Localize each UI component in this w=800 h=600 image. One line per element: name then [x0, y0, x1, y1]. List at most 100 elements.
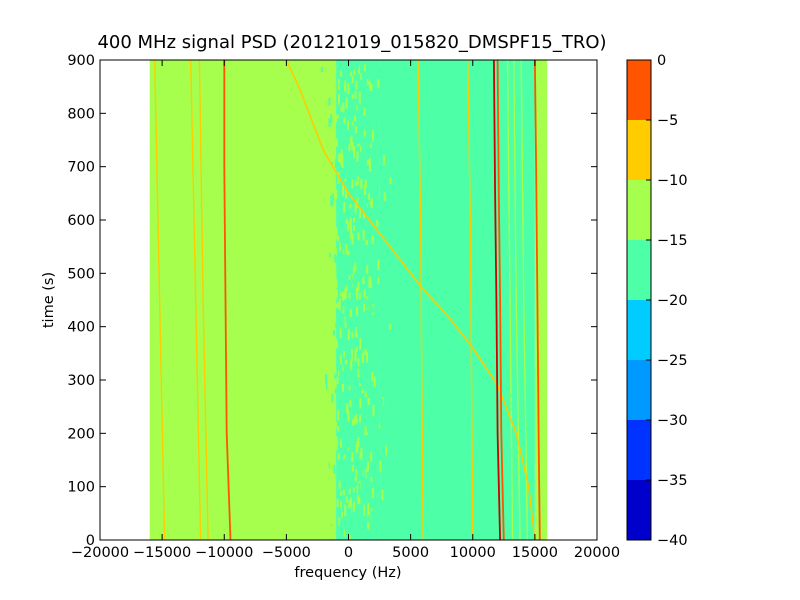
- speckle-cell: [331, 185, 334, 194]
- speckle-cell: [368, 149, 371, 160]
- y-axis: 0 100 200 300 400 500 600 700 800 900: [67, 53, 597, 549]
- speckle-cell: [359, 398, 362, 409]
- speckle-cell: [377, 184, 380, 193]
- speckle-cell: [359, 538, 362, 540]
- speckle-cell: [381, 398, 384, 405]
- speckle-cell: [353, 415, 356, 425]
- speckle-cell: [375, 118, 378, 123]
- speckle-cell: [324, 493, 327, 503]
- speckle-cell: [345, 312, 348, 324]
- speckle-cell: [370, 141, 373, 148]
- speckle-cell: [388, 528, 391, 538]
- speckle-cell: [351, 464, 354, 472]
- speckle-cell: [332, 129, 335, 136]
- speckle-cell: [366, 352, 369, 363]
- speckle-cell: [325, 301, 328, 308]
- speckle-cell: [340, 147, 343, 157]
- speckle-cell: [357, 267, 360, 275]
- speckle-cell: [381, 97, 384, 106]
- speckle-cell: [385, 122, 388, 131]
- speckle-cell: [348, 151, 351, 162]
- speckle-cell: [361, 138, 364, 149]
- speckle-cell: [327, 194, 330, 200]
- speckle-cell: [380, 113, 383, 124]
- speckle-cell: [355, 337, 358, 347]
- speckle-cell: [320, 162, 323, 167]
- speckle-cell: [354, 515, 357, 523]
- speckle-cell: [383, 217, 386, 228]
- speckle-cell: [341, 141, 344, 150]
- speckle-cell: [343, 272, 346, 282]
- speckle-cell: [353, 399, 356, 409]
- speckle-cell: [372, 129, 375, 142]
- speckle-cell: [359, 207, 362, 219]
- speckle-cell: [343, 173, 346, 180]
- speckle-cell: [384, 393, 387, 399]
- speckle-cell: [385, 364, 388, 374]
- speckle-cell: [326, 390, 329, 403]
- speckle-cell: [317, 262, 320, 272]
- speckle-cell: [388, 479, 391, 489]
- speckle-cell: [345, 151, 348, 157]
- speckle-cell: [369, 81, 372, 91]
- colorbar-segment: [627, 180, 651, 240]
- speckle-cell: [342, 305, 345, 314]
- speckle-cell: [319, 141, 322, 152]
- speckle-cell: [325, 74, 328, 80]
- speckle-cell: [327, 533, 330, 540]
- speckle-cell: [388, 394, 391, 404]
- speckle-cell: [352, 266, 355, 274]
- speckle-cell: [346, 420, 349, 432]
- speckle-cell: [357, 232, 360, 241]
- speckle-cell: [351, 493, 354, 501]
- speckle-cell: [347, 329, 350, 341]
- speckle-cell: [347, 432, 350, 438]
- speckle-cell: [366, 265, 369, 274]
- speckle-cell: [366, 120, 369, 126]
- y-tick-label: 200: [67, 426, 95, 442]
- speckle-cell: [368, 358, 371, 366]
- speckle-cell: [390, 241, 393, 249]
- speckle-cell: [347, 263, 350, 271]
- speckle-cell: [348, 323, 351, 328]
- speckle-cell: [320, 393, 323, 400]
- speckle-cell: [354, 90, 357, 99]
- speckle-cell: [370, 332, 373, 343]
- speckle-cell: [322, 462, 325, 472]
- speckle-cell: [321, 416, 324, 426]
- speckle-cell: [351, 332, 354, 339]
- speckle-cell: [323, 470, 326, 478]
- speckle-cell: [331, 309, 334, 318]
- speckle-cell: [386, 75, 389, 82]
- speckle-cell: [341, 301, 344, 311]
- speckle-cell: [337, 153, 340, 162]
- colorbar-tick-label: −40: [657, 533, 688, 549]
- speckle-cell: [365, 74, 368, 82]
- speckle-cell: [389, 324, 392, 330]
- speckle-cell: [337, 93, 340, 106]
- speckle-cell: [374, 353, 377, 365]
- speckle-cell: [376, 207, 379, 218]
- speckle-cell: [348, 103, 351, 112]
- speckle-cell: [330, 346, 333, 354]
- speckle-cell: [390, 363, 393, 376]
- speckle-cell: [388, 429, 391, 436]
- speckle-cell: [332, 286, 335, 291]
- speckle-cell: [357, 377, 360, 383]
- speckle-cell: [340, 224, 343, 232]
- speckle-cell: [323, 117, 326, 122]
- speckle-cell: [362, 96, 365, 106]
- speckle-cell: [334, 371, 337, 379]
- speckle-cell: [349, 261, 352, 272]
- x-tick-label: 5000: [392, 545, 429, 561]
- speckle-cell: [380, 138, 383, 146]
- speckle-cell: [334, 254, 337, 263]
- speckle-cell: [375, 283, 378, 291]
- speckle-cell: [370, 198, 373, 208]
- speckle-cell: [338, 259, 341, 269]
- colorbar-segment: [627, 240, 651, 300]
- speckle-cell: [347, 250, 350, 256]
- speckle-cell: [366, 435, 369, 447]
- speckle-cell: [324, 438, 327, 444]
- speckle-cell: [374, 527, 377, 537]
